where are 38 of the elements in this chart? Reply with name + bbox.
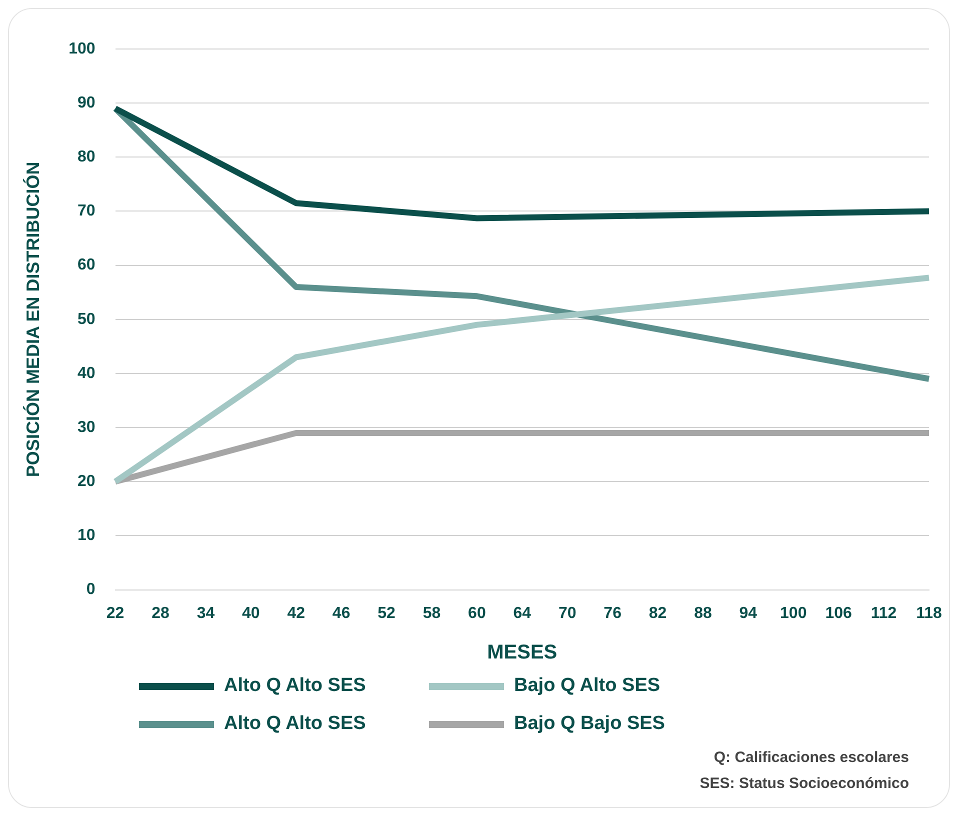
x-tick-label: 22	[106, 604, 124, 622]
x-axis-title: MESES	[487, 642, 558, 664]
y-axis-title: POSICIÓN MEDIA EN DISTRIBUCIÓN	[22, 162, 43, 478]
y-tick-label: 100	[68, 40, 96, 58]
x-tick-label: 76	[604, 604, 622, 622]
x-tick-label: 34	[196, 604, 215, 622]
x-tick-label: 64	[513, 604, 532, 622]
x-tick-label: 46	[332, 604, 350, 622]
x-tick-label: 88	[694, 604, 712, 622]
y-tick-label: 20	[78, 473, 96, 490]
x-tick-label: 58	[422, 604, 441, 622]
x-tick-label: 52	[378, 604, 396, 622]
x-tick-label: 100	[780, 604, 807, 622]
y-tick-label: 10	[78, 527, 96, 544]
y-tick-label: 80	[78, 148, 96, 166]
legend-label: Bajo Q Alto SES	[514, 675, 660, 697]
x-tick-label: 94	[739, 604, 758, 622]
legend-label: Alto Q Alto SES	[224, 675, 366, 697]
x-tick-label: 118	[916, 604, 942, 622]
y-tick-label: 90	[78, 94, 96, 112]
legend-label: Alto Q Alto SES	[224, 713, 366, 735]
x-tick-label: 42	[287, 604, 306, 622]
y-tick-label: 30	[78, 418, 96, 436]
y-tick-label: 60	[78, 256, 96, 274]
x-tick-label: 70	[558, 604, 576, 622]
x-tick-label: 40	[242, 604, 260, 622]
x-tick-label: 82	[648, 604, 667, 622]
x-tick-label: 60	[468, 604, 486, 622]
y-tick-label: 40	[78, 364, 96, 382]
x-tick-label: 28	[152, 604, 170, 622]
y-tick-label: 70	[78, 202, 96, 220]
text: Q: Calificaciones escolares	[712, 748, 909, 768]
y-tick-label: 0	[86, 581, 96, 598]
y-tick-label: 50	[78, 310, 96, 328]
x-tick-label: 112	[870, 604, 897, 622]
legend-label: Bajo Q Bajo SES	[514, 713, 665, 735]
x-tick-label: 106	[825, 604, 852, 622]
text: SES: Status Socioeconómico	[698, 774, 909, 794]
